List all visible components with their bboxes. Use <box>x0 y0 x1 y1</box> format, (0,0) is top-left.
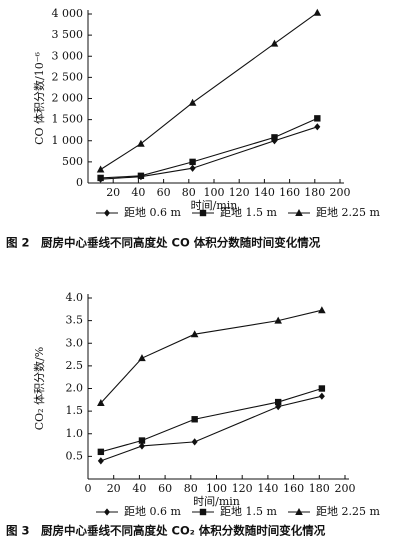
marker <box>190 330 199 338</box>
legend-marker <box>295 209 303 216</box>
y-tick-label: 2 000 <box>52 92 84 105</box>
y-tick-label: 1.5 <box>66 404 84 417</box>
marker <box>96 165 105 173</box>
marker <box>97 448 105 456</box>
y-axis-label: CO 体积分数/10⁻⁶ <box>32 51 46 144</box>
x-tick-label: 100 <box>204 186 225 199</box>
y-tick-label: 3.5 <box>66 314 84 327</box>
y-tick-label: 4.0 <box>66 291 84 304</box>
x-tick-label: 160 <box>283 482 304 495</box>
y-tick-label: 3 500 <box>52 28 84 41</box>
x-tick-label: 20 <box>107 482 121 495</box>
x-tick-label: 180 <box>309 482 330 495</box>
marker <box>318 385 326 392</box>
y-tick-label: 1 500 <box>52 113 84 126</box>
y-tick-label: 2.5 <box>66 359 84 372</box>
x-tick-label: 40 <box>131 186 145 199</box>
series-line <box>100 387 323 453</box>
marker <box>137 172 145 180</box>
legend-label: 距地 2.25 m <box>316 206 380 219</box>
x-tick-label: 120 <box>229 186 250 199</box>
x-tick-label: 20 <box>106 186 120 199</box>
marker <box>274 398 282 406</box>
marker <box>189 158 196 166</box>
y-tick-label: 2 500 <box>52 70 84 83</box>
marker <box>138 442 145 450</box>
marker <box>314 115 321 122</box>
marker <box>318 306 326 314</box>
y-tick-label: 2.0 <box>66 382 84 395</box>
x-axis-label: 时间/min <box>193 495 240 508</box>
marker <box>191 416 198 423</box>
marker <box>313 8 322 16</box>
y-tick-label: 1 000 <box>52 134 84 147</box>
y-axis-label: CO₂ 体积分数/% <box>32 347 46 431</box>
legend-marker <box>199 508 207 516</box>
y-tick-label: 0 <box>76 176 83 189</box>
legend-label: 距地 1.5 m <box>220 505 277 518</box>
y-tick-label: 4 000 <box>52 7 84 20</box>
x-tick-label: 60 <box>157 186 171 199</box>
marker <box>274 316 282 324</box>
x-tick-label: 200 <box>330 186 351 199</box>
legend-marker <box>104 209 110 217</box>
marker <box>137 139 145 147</box>
figure-caption: 图 2 厨房中心垂线不同高度处 CO 体积分数随时间变化情况 <box>6 236 321 250</box>
series-line <box>100 395 322 462</box>
x-tick-label: 40 <box>132 482 146 495</box>
marker <box>318 392 325 400</box>
x-axis-label: 时间/min <box>191 199 238 212</box>
y-tick-label: 1.0 <box>66 427 84 440</box>
marker <box>191 438 198 446</box>
series-line <box>100 309 322 404</box>
x-tick-label: 80 <box>184 482 198 495</box>
figure-caption: 图 3 厨房中心垂线不同高度处 CO₂ 体积分数随时间变化情况 <box>6 524 326 538</box>
x-tick-label: 120 <box>232 482 253 495</box>
legend-label: 距地 0.6 m <box>124 505 181 518</box>
x-tick-label: 140 <box>257 482 278 495</box>
legend-marker <box>199 209 207 217</box>
marker <box>275 403 282 411</box>
marker <box>271 134 278 141</box>
marker <box>138 437 146 444</box>
marker <box>189 164 196 172</box>
x-tick-label: 140 <box>254 186 275 199</box>
x-tick-label: 60 <box>158 482 172 495</box>
series-line <box>100 126 318 180</box>
y-tick-label: 500 <box>62 155 83 168</box>
x-tick-label: 80 <box>182 186 196 199</box>
marker <box>138 354 146 362</box>
x-tick-label: 200 <box>335 482 356 495</box>
x-tick-label: 100 <box>206 482 227 495</box>
legend-label: 距地 1.5 m <box>220 206 277 219</box>
x-tick-label: 180 <box>304 186 325 199</box>
marker <box>314 123 321 131</box>
marker <box>97 398 105 406</box>
series-line <box>100 12 318 170</box>
legend-label: 距地 2.25 m <box>316 505 380 518</box>
y-tick-label: 0.5 <box>66 449 84 462</box>
legend-marker <box>295 508 303 515</box>
legend-marker <box>104 508 110 516</box>
marker <box>97 457 104 465</box>
legend-label: 距地 0.6 m <box>124 206 181 219</box>
marker <box>188 98 197 106</box>
x-tick-label: 160 <box>279 186 300 199</box>
marker <box>270 39 279 47</box>
x-tick-label: 0 <box>85 482 92 495</box>
y-tick-label: 3 000 <box>52 49 84 62</box>
marker <box>97 174 104 182</box>
y-tick-label: 3.0 <box>66 336 84 349</box>
